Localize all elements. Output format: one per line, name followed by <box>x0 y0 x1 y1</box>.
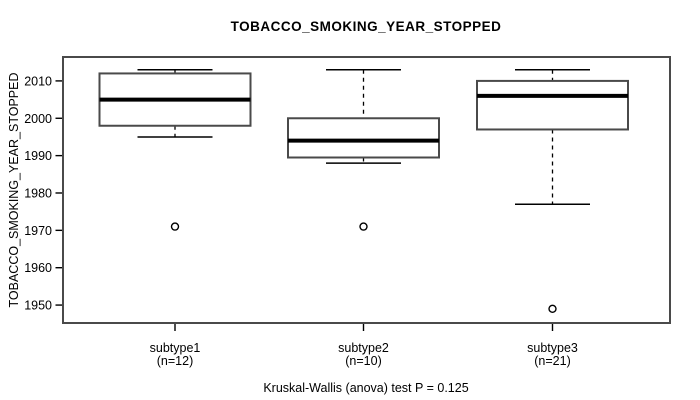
boxes-group <box>98 68 629 314</box>
y-tick-label: 2000 <box>24 112 52 126</box>
chart-title: TOBACCO_SMOKING_YEAR_STOPPED <box>231 19 502 34</box>
x-category-name: subtype1 <box>150 341 201 355</box>
box-subtype2 <box>287 68 440 231</box>
iqr-box <box>287 117 440 159</box>
x-category-count: (n=12) <box>157 354 193 368</box>
x-category-name: subtype3 <box>527 341 578 355</box>
plot-frame <box>62 56 671 324</box>
y-tick-label: 1950 <box>24 299 52 313</box>
outlier-point <box>170 222 180 231</box>
stat-test-caption: Kruskal-Wallis (anova) test P = 0.125 <box>263 381 468 395</box>
y-axis: 1950 1960 1970 1980 1990 2000 2010 <box>24 74 63 313</box>
y-tick-label: 1960 <box>24 261 52 275</box>
y-axis-label: TOBACCO_SMOKING_YEAR_STOPPED <box>7 72 21 307</box>
x-category-count: (n=21) <box>534 354 570 368</box>
x-axis: subtype1(n=12) subtype2(n=10) subtype3(n=2… <box>150 324 578 368</box>
outlier-point <box>548 304 557 314</box>
x-category-count: (n=10) <box>345 354 381 368</box>
x-category-name: subtype2 <box>338 341 389 355</box>
y-tick-label: 1970 <box>24 224 52 238</box>
y-tick-label: 1990 <box>24 149 52 163</box>
outlier-point <box>359 222 368 231</box>
y-tick-label: 1980 <box>24 186 52 200</box>
y-tick-label: 2010 <box>24 74 52 88</box>
box-subtype1 <box>98 68 252 231</box>
iqr-box <box>476 79 629 131</box>
box-subtype3 <box>476 68 629 314</box>
